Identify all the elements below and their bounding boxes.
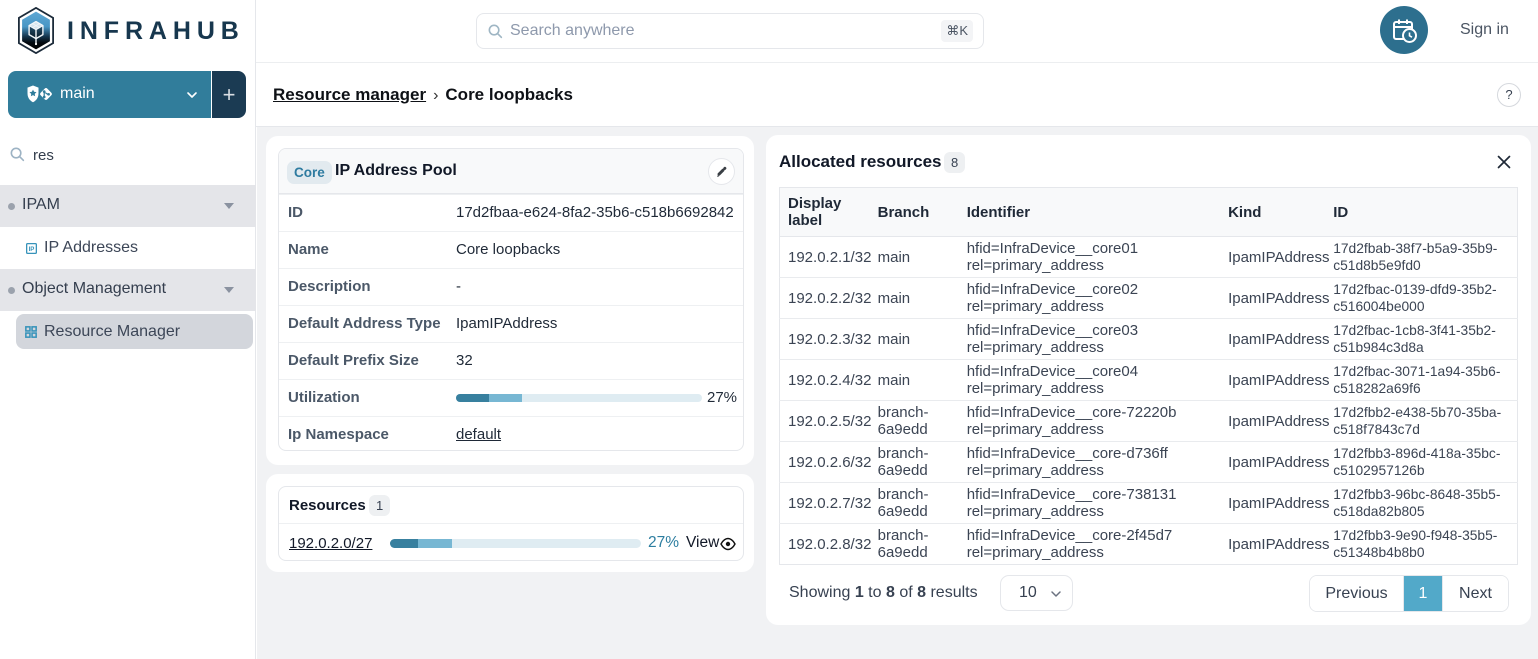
svg-text:IP: IP xyxy=(29,246,35,253)
